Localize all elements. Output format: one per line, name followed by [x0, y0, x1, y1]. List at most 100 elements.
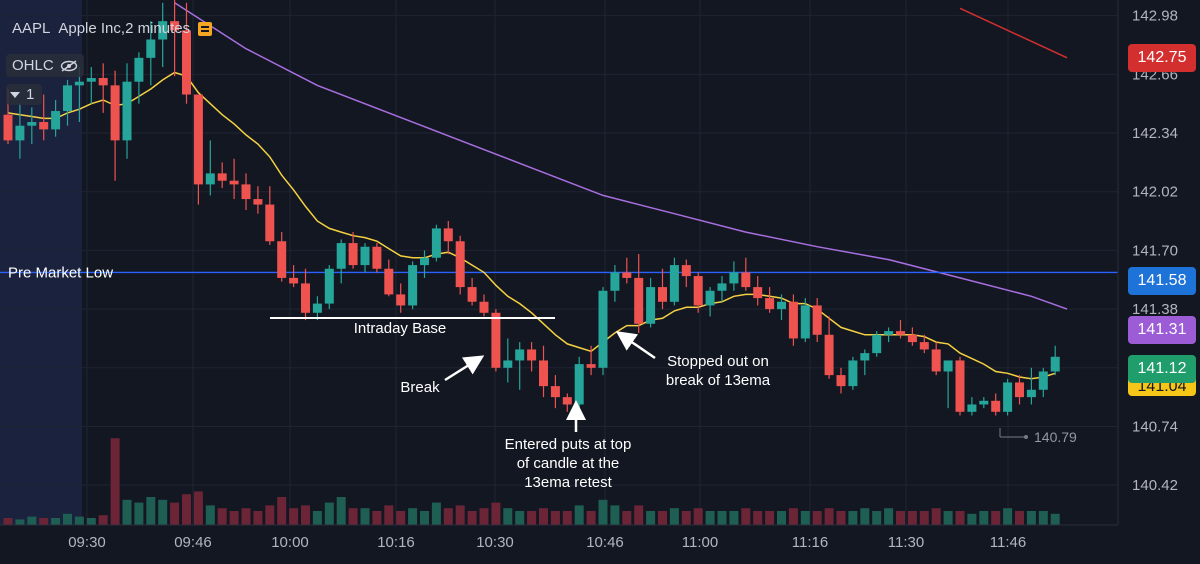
candle [622, 257, 632, 284]
candle [777, 294, 786, 321]
entry-label-line: 13ema retest [524, 474, 612, 491]
price-tag: 141.58 [1128, 267, 1196, 295]
candle-body [598, 290, 608, 368]
volume-bar [372, 511, 382, 525]
symbol-description: Apple Inc,2 minutes [58, 20, 191, 37]
candle [598, 287, 608, 376]
volume-bar [872, 511, 882, 525]
candle-body [1050, 356, 1060, 372]
candle-body [705, 290, 715, 306]
candle-body [765, 298, 775, 310]
y-tick-label: 142.02 [1132, 184, 1178, 201]
volume-bar [955, 511, 965, 525]
x-tick-label: 10:30 [476, 534, 514, 551]
chevron-down-icon[interactable] [10, 91, 20, 98]
collapse-indicators-toggle[interactable]: 1 [6, 84, 43, 105]
candle [515, 342, 525, 390]
candle [610, 265, 620, 302]
candle [15, 103, 25, 159]
candle [301, 268, 310, 321]
volume-bar [98, 515, 108, 525]
candle-body [955, 360, 965, 412]
volume-bar [455, 505, 465, 525]
candle-body [729, 272, 739, 284]
candle [658, 268, 667, 310]
candle-body [74, 81, 84, 86]
volume-bar [491, 502, 501, 525]
candle-body [824, 334, 834, 376]
x-tick-label: 11:30 [888, 534, 924, 551]
candle-body [622, 272, 632, 278]
symbol-legend[interactable]: AAPL Apple Inc,2 minutes [12, 20, 213, 37]
volume-bar [324, 502, 334, 525]
candle-body [467, 287, 477, 302]
premarket-shade [0, 0, 82, 525]
volume-bar [515, 511, 525, 525]
annotations: Pre Market Low Intraday Base Break Entered … [8, 264, 1077, 491]
candle-body [693, 276, 703, 306]
candle-body [63, 85, 72, 112]
candle [860, 349, 870, 376]
candle [574, 356, 584, 412]
candle [289, 265, 299, 288]
volume-bar [170, 502, 180, 525]
volume-bar [681, 511, 691, 525]
volume-bar [277, 497, 287, 525]
candle-body [27, 122, 37, 126]
candle-body [360, 246, 370, 266]
volume-bar [824, 508, 834, 525]
volume-bar [86, 518, 96, 525]
candle [348, 232, 358, 269]
volume-bar [741, 508, 751, 525]
candle-body [229, 180, 239, 185]
volume-bar [884, 508, 894, 525]
indicator-pill[interactable]: OHLC [6, 54, 84, 77]
candle-body [336, 243, 346, 269]
candle-body [967, 404, 977, 412]
candle [693, 272, 703, 313]
eye-off-icon[interactable] [60, 59, 78, 72]
volume-bar [586, 511, 596, 525]
volume-bar [634, 505, 644, 525]
volume-bar [943, 511, 953, 525]
candle-body [348, 243, 358, 266]
candle-body [800, 305, 810, 339]
candle-body [3, 114, 13, 141]
volume-bar [979, 511, 989, 525]
candle [27, 107, 37, 145]
volume-bar [1026, 511, 1036, 525]
candle [681, 259, 691, 288]
notes-icon[interactable] [198, 21, 213, 36]
volume-bar [443, 508, 453, 525]
candle-body [788, 301, 798, 339]
volume-bar [301, 505, 310, 525]
volume-bar [658, 511, 667, 525]
candle-body [479, 301, 489, 313]
symbol-ticker[interactable]: AAPL [12, 20, 51, 37]
volume-bar [729, 511, 739, 525]
candle [408, 261, 418, 310]
candle-body [146, 39, 156, 58]
volume-bar [51, 518, 61, 525]
candle-body [777, 301, 786, 310]
candle-body [669, 265, 679, 302]
candle [931, 342, 941, 376]
x-tick-label: 09:30 [68, 534, 106, 551]
volume-bar [800, 511, 810, 525]
candle-body [550, 386, 560, 398]
candle-body [277, 241, 287, 278]
candle-body [158, 21, 168, 40]
volume-bar [146, 497, 156, 525]
y-tick-label: 142.34 [1132, 125, 1178, 142]
volume-bar [777, 511, 786, 525]
candle-body [170, 21, 180, 31]
candle [753, 276, 763, 306]
volume-bar [134, 502, 144, 525]
candle [182, 2, 191, 104]
candle [955, 356, 965, 416]
candle [812, 298, 822, 343]
low-marker-label: 140.79 [1034, 429, 1077, 445]
y-tick-label: 142.98 [1132, 8, 1178, 25]
